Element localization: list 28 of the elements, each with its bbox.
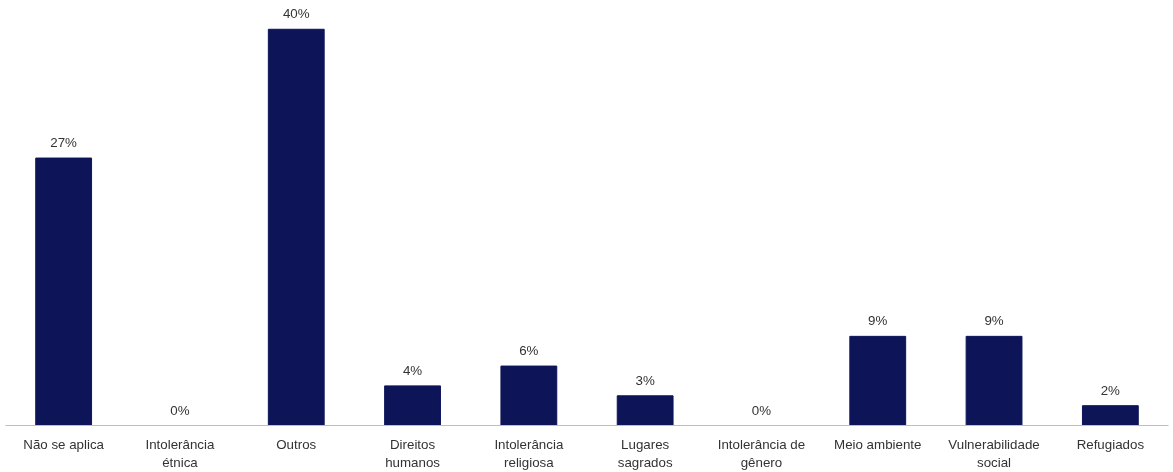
bar (849, 335, 907, 426)
x-tick-label: Intolerância religiosa (494, 436, 564, 470)
x-tick-label: Vulnerabilidade social (948, 436, 1040, 470)
x-tick-label: Refugiados (1076, 436, 1145, 452)
bar (35, 157, 93, 426)
bar (1081, 405, 1139, 426)
x-tick-label: Outros (276, 436, 317, 452)
data-label: 9% (984, 313, 1004, 329)
data-label: 27% (50, 135, 78, 151)
x-tick-label: Direitos humanos (385, 436, 441, 470)
bar (267, 28, 325, 426)
bar (500, 365, 558, 426)
data-label: 6% (519, 343, 539, 359)
x-tick-label: Meio ambiente (834, 436, 922, 452)
data-label: 0% (170, 402, 190, 418)
data-label: 40% (282, 6, 310, 22)
bar (384, 385, 441, 426)
data-label: 3% (635, 372, 655, 388)
data-label: 2% (1100, 382, 1121, 398)
data-label: 0% (751, 402, 772, 418)
data-label: 4% (402, 362, 423, 378)
x-tick-label: Intolerância de gênero (717, 436, 806, 470)
x-tick-label: Não se aplica (23, 436, 105, 452)
data-label: 9% (868, 313, 888, 329)
x-tick-label: Intolerância étnica (145, 436, 215, 470)
bar (965, 335, 1023, 426)
x-tick-label: Lugares sagrados (617, 436, 673, 470)
bar (616, 395, 674, 426)
